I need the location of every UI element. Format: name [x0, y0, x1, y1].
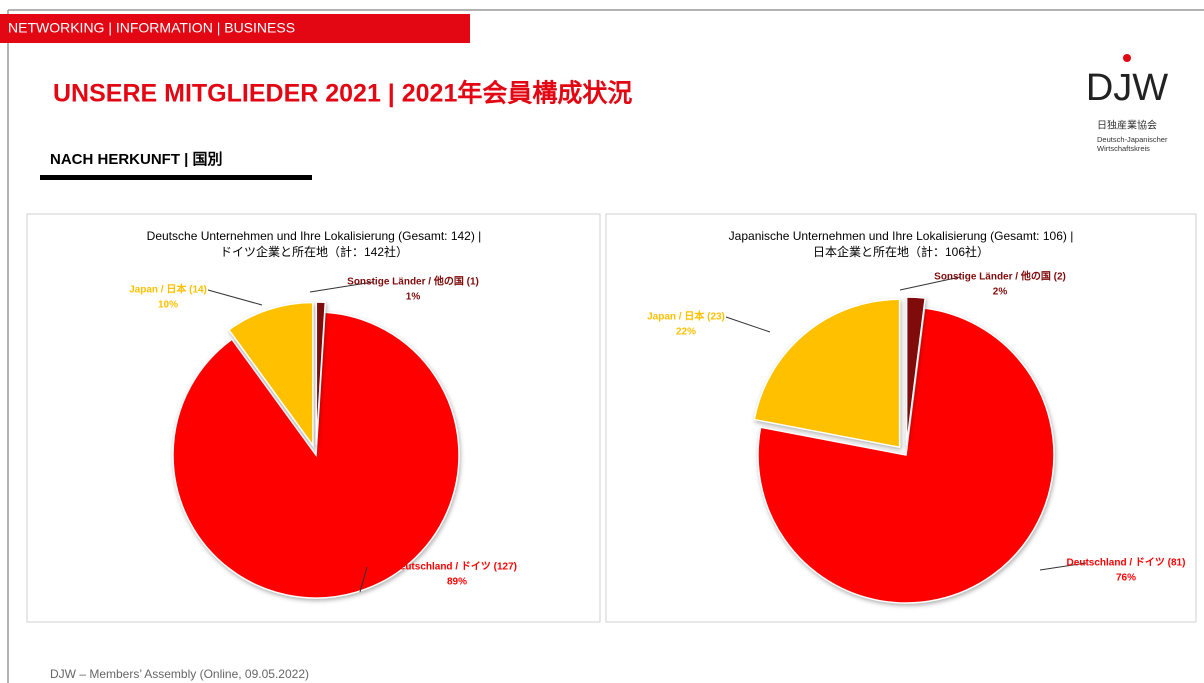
slide-subtitle: NACH HERKUNFT | 国別	[50, 151, 223, 168]
logo-line: Deutsch-Japanischer	[1097, 135, 1168, 144]
pie-slice	[227, 301, 314, 448]
slice-label: Sonstige Länder / 他の国 (1)	[347, 275, 479, 288]
slice-percent: 76%	[1116, 573, 1136, 584]
banner	[0, 14, 470, 43]
pie-slice	[753, 298, 901, 449]
leader-line	[359, 566, 368, 593]
leader-line	[207, 289, 263, 306]
leader-line	[725, 316, 771, 333]
pie-slice	[172, 311, 460, 599]
chart-title: 日本企業と所在地（計：106社）	[813, 244, 989, 259]
leader-line	[309, 281, 374, 293]
leader-line	[1039, 562, 1087, 571]
slice-percent: 89%	[447, 577, 467, 588]
chart-title: Japanische Unternehmen und Ihre Lokalisi…	[729, 229, 1074, 243]
footer: DJW – Members’ Assembly (Online, 09.05.2…	[50, 667, 309, 681]
slice-label: Deutschland / ドイツ (81)	[1067, 557, 1186, 569]
leader-line	[899, 276, 961, 291]
underline	[40, 175, 312, 180]
logo-line: 日独産業協会	[1097, 119, 1157, 132]
slice-percent: 10%	[158, 300, 178, 311]
slice-label: Japan / 日本 (23)	[647, 310, 725, 323]
slice-label: Japan / 日本 (14)	[129, 283, 207, 296]
slice-percent: 2%	[993, 287, 1008, 298]
slice-label: Sonstige Länder / 他の国 (2)	[934, 270, 1066, 283]
chart-title: Deutsche Unternehmen und Ihre Lokalisier…	[147, 229, 482, 243]
slice-label: Deutschland / ドイツ (127)	[393, 561, 517, 573]
pie-slice	[315, 301, 327, 446]
logo-dot	[1123, 54, 1131, 62]
logo-name: DJW	[1086, 67, 1168, 109]
chart-title: ドイツ企業と所在地（計：142社）	[220, 244, 408, 259]
slice-percent: 22%	[676, 327, 696, 338]
banner-text: NETWORKING | INFORMATION | BUSINESS	[8, 20, 295, 36]
slice-percent: 1%	[406, 292, 421, 303]
pie-slice	[905, 296, 927, 446]
pie-slice	[757, 307, 1055, 604]
logo-line: Wirtschaftskreis	[1097, 144, 1150, 153]
slide-title: UNSERE MITGLIEDER 2021 | 2021年会員構成状況	[53, 79, 632, 108]
